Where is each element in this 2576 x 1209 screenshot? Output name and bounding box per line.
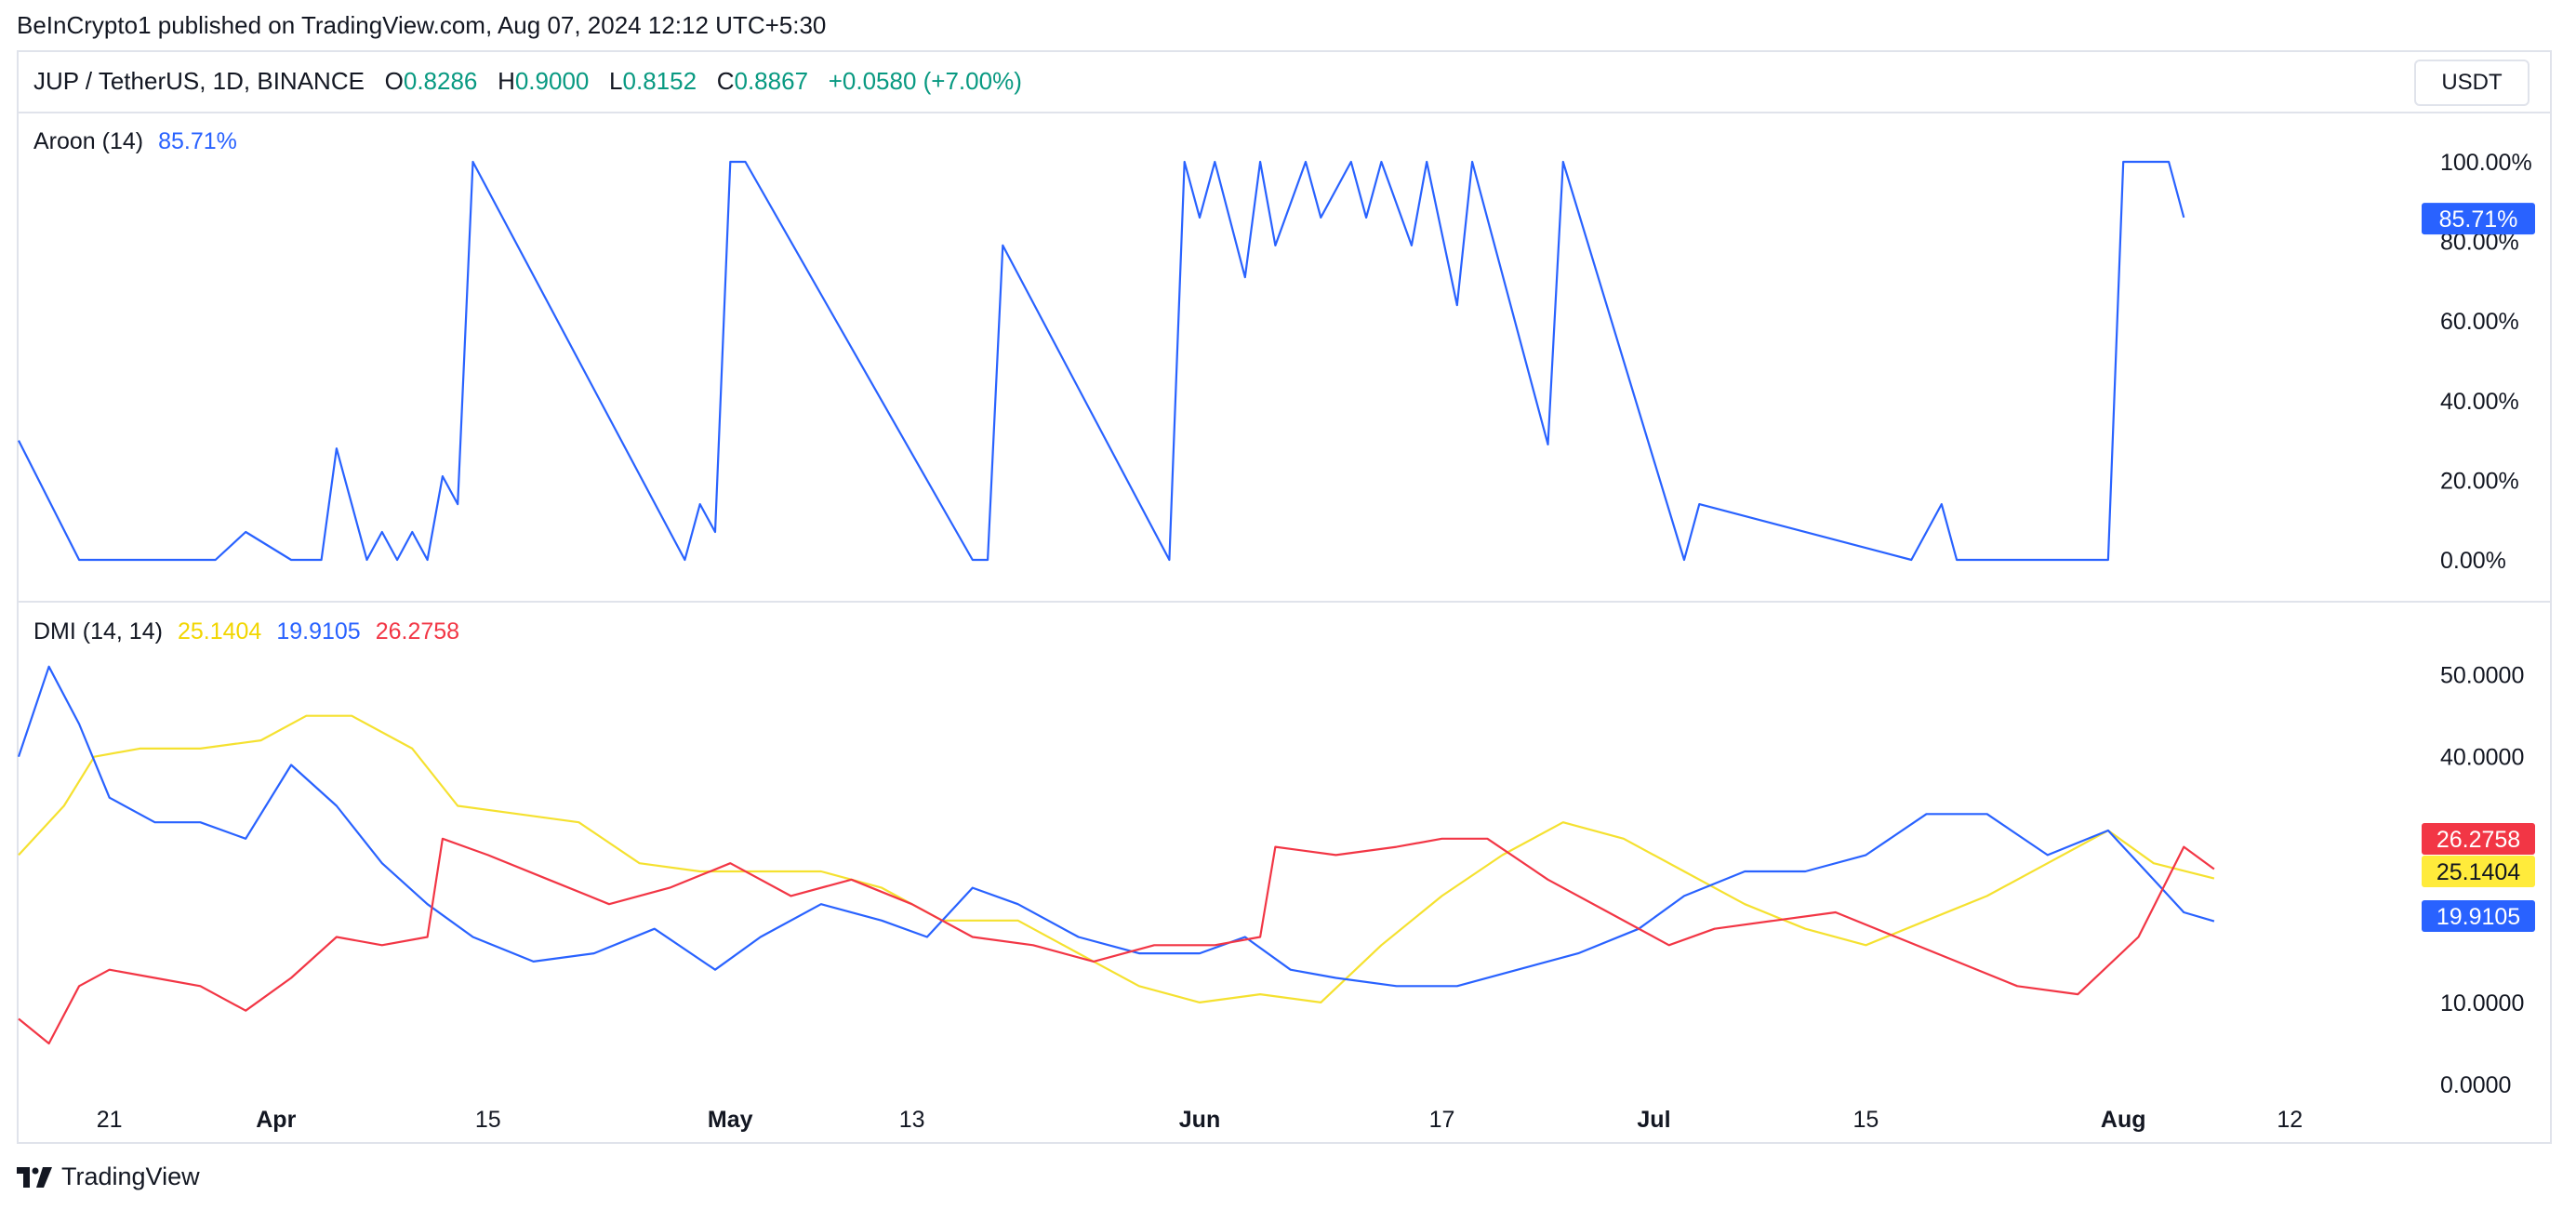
aroon-last-value-tag-bg	[2422, 203, 2535, 235]
y-tick-label: 10.0000	[2440, 990, 2524, 1016]
series-line	[17, 665, 2215, 988]
symbol-info: JUP / TetherUS, 1D, BINANCE O0.8286 H0.9…	[33, 67, 1022, 96]
change-value: +0.0580 (+7.00%)	[828, 67, 1022, 95]
aroon-value: 85.71%	[158, 128, 237, 154]
close-value: 0.8867	[734, 67, 809, 95]
x-tick-label: Aug	[2101, 1107, 2146, 1133]
y-tick-label: 0.00%	[2440, 548, 2506, 574]
plus-di-last-value-tag-bg	[2422, 823, 2535, 855]
x-tick-label: 13	[899, 1107, 925, 1133]
x-tick-label: 12	[2277, 1107, 2303, 1133]
symbol-header: JUP / TetherUS, 1D, BINANCE O0.8286 H0.9…	[17, 50, 2552, 113]
chart-frame	[17, 50, 2552, 1144]
adx-value: 25.1404	[177, 618, 262, 644]
x-tick-label: Jul	[1637, 1107, 1670, 1133]
tradingview-brand: TradingView	[61, 1162, 200, 1190]
pane-divider[interactable]	[17, 601, 2552, 603]
aroon-title: Aroon (14)	[33, 128, 144, 154]
x-tick-label: Jun	[1179, 1107, 1220, 1133]
y-tick-label: 40.00%	[2440, 389, 2519, 415]
low-label: L	[609, 67, 623, 95]
x-tick-label: May	[708, 1107, 753, 1133]
x-tick-label: 21	[97, 1107, 123, 1133]
series-line	[18, 160, 2185, 562]
aroon-legend[interactable]: Aroon (14) 85.71%	[33, 128, 237, 155]
high-value: 0.9000	[514, 67, 590, 95]
plus-di-last-value-tag: 26.2758	[2437, 827, 2520, 853]
plus-di-value: 26.2758	[375, 618, 460, 644]
y-tick-label: 100.00%	[2440, 150, 2532, 176]
high-label: H	[498, 67, 515, 95]
adx-last-value-tag-bg	[2422, 856, 2535, 887]
dmi-title: DMI (14, 14)	[33, 618, 163, 644]
y-tick-label: 60.00%	[2440, 309, 2519, 335]
symbol-name[interactable]: JUP / TetherUS, 1D, BINANCE	[33, 67, 365, 95]
series-line	[18, 837, 2215, 1045]
currency-button[interactable]: USDT	[2414, 60, 2530, 106]
series-line	[18, 714, 2215, 1004]
open-label: O	[384, 67, 404, 95]
tradingview-logo[interactable]: TradingView	[17, 1162, 200, 1191]
y-tick-label: 40.0000	[2440, 745, 2524, 771]
y-tick-label: 50.0000	[2440, 663, 2524, 689]
x-tick-label: 15	[1853, 1107, 1879, 1133]
x-tick-label: 15	[475, 1107, 501, 1133]
y-tick-label: 0.0000	[2440, 1072, 2511, 1098]
publisher-line: BeInCrypto1 published on TradingView.com…	[17, 11, 827, 39]
adx-last-value-tag: 25.1404	[2437, 859, 2520, 885]
open-value: 0.8286	[403, 67, 478, 95]
x-tick-label: 17	[1429, 1107, 1455, 1133]
low-value: 0.8152	[622, 67, 697, 95]
x-tick-label: Apr	[256, 1107, 296, 1133]
close-label: C	[716, 67, 735, 95]
minus-di-last-value-tag: 19.9105	[2437, 904, 2520, 930]
aroon-last-value-tag: 85.71%	[2439, 206, 2518, 232]
minus-di-value: 19.9105	[276, 618, 361, 644]
dmi-legend[interactable]: DMI (14, 14) 25.1404 19.9105 26.2758	[33, 618, 459, 645]
tradingview-logo-icon	[17, 1166, 52, 1188]
y-tick-label: 20.00%	[2440, 468, 2519, 494]
minus-di-last-value-tag-bg	[2422, 900, 2535, 932]
